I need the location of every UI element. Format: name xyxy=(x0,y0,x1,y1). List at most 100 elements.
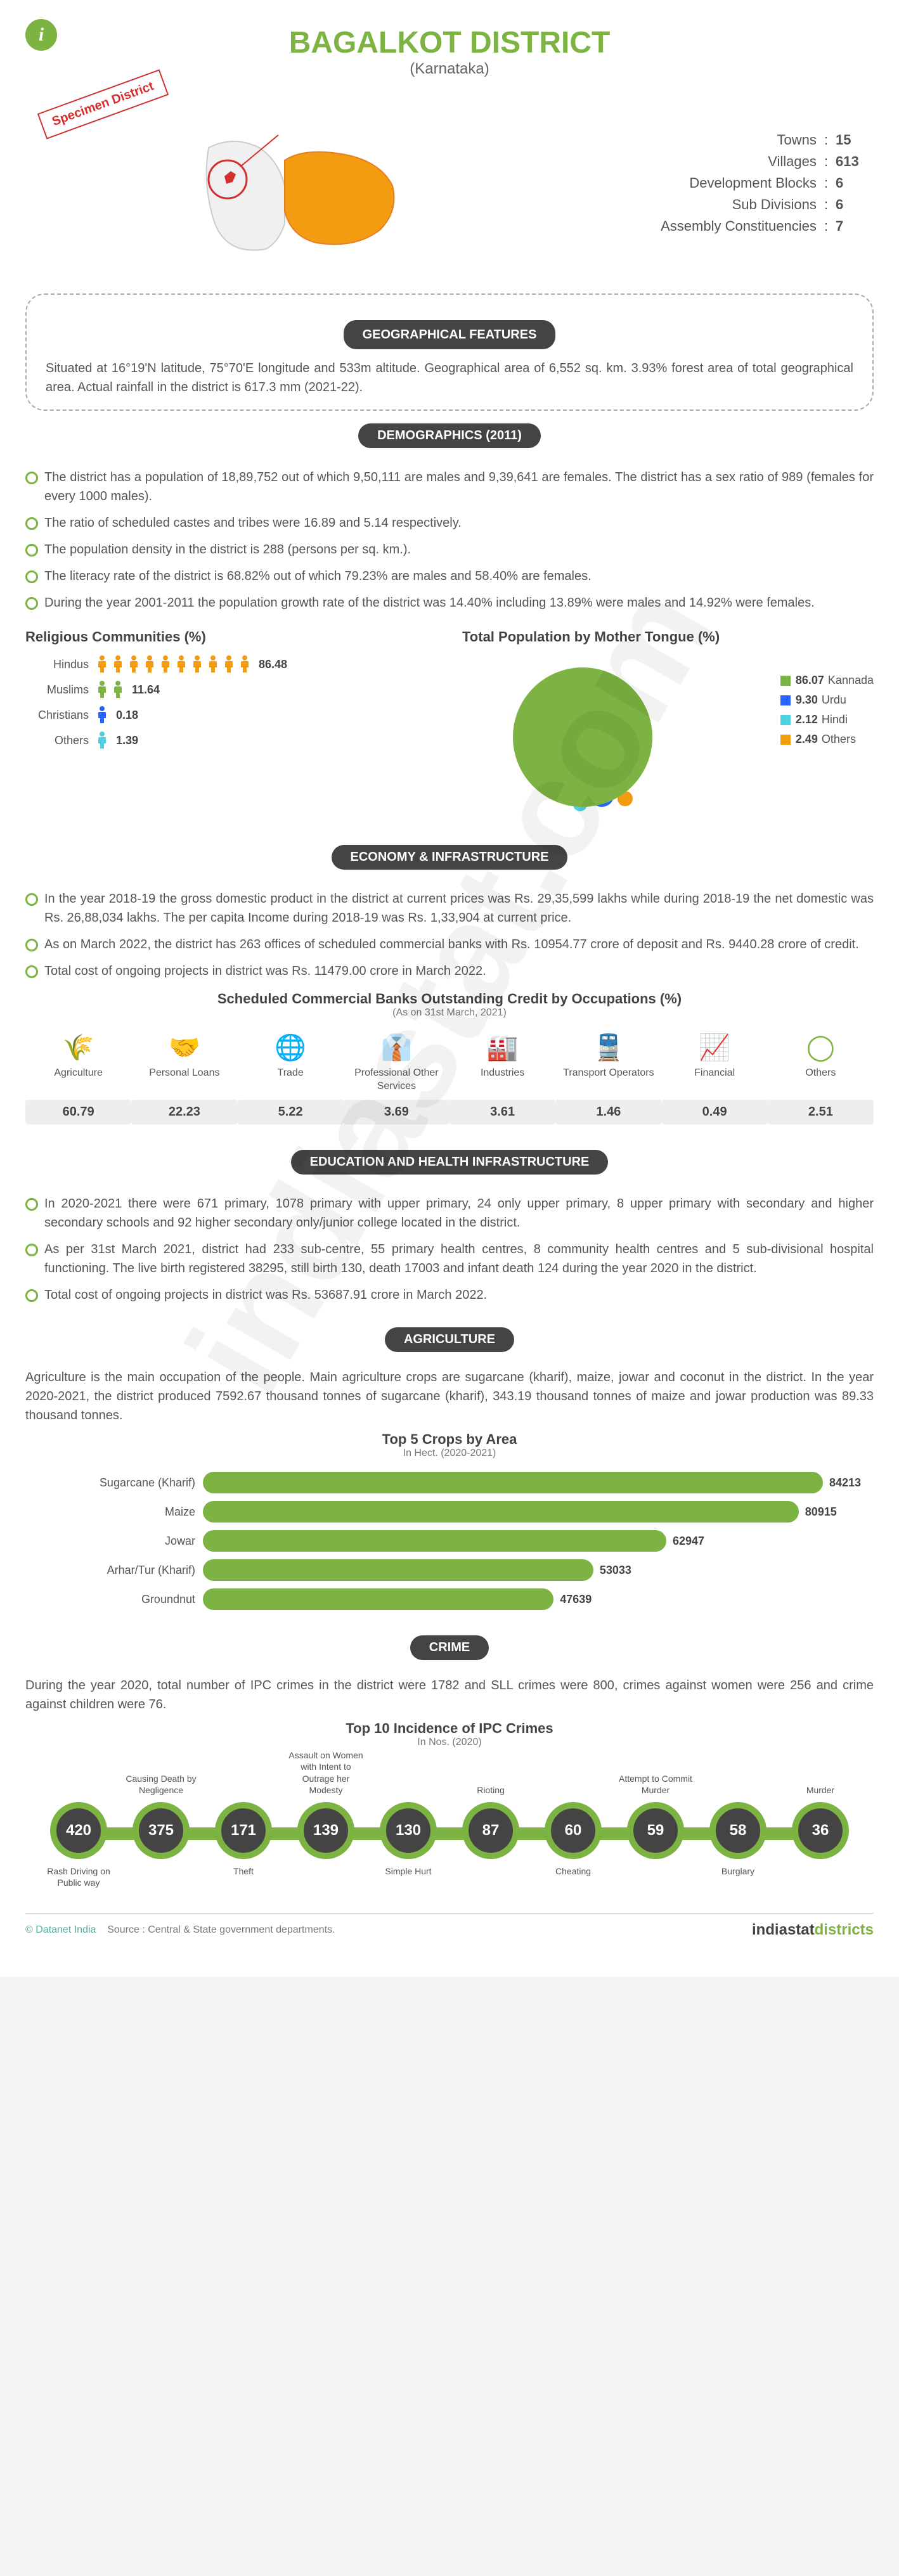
legend-pct: 9.30 xyxy=(796,693,818,707)
crop-value: 53033 xyxy=(600,1564,631,1577)
crop-row: Maize 80915 xyxy=(76,1501,823,1523)
legend-name: Others xyxy=(822,733,856,746)
occupation-icon: 🚆 xyxy=(555,1031,661,1063)
geo-box: GEOGRAPHICAL FEATURES Situated at 16°19'… xyxy=(25,293,874,411)
legend-swatch xyxy=(780,695,791,705)
legend-swatch xyxy=(780,676,791,686)
legend-name: Urdu xyxy=(822,693,846,707)
religion-value: 0.18 xyxy=(116,709,138,722)
occupation-item: 👔 Professional Other Services 3.69 xyxy=(344,1031,450,1124)
stat-value: 7 xyxy=(836,218,874,235)
religion-value: 1.39 xyxy=(116,734,138,747)
stat-row: Sub Divisions : 6 xyxy=(607,196,874,213)
brand-a: indiastat xyxy=(752,1921,815,1938)
occupation-label: Personal Loans xyxy=(131,1067,237,1095)
map-area: Specimen District xyxy=(25,97,582,274)
occupation-value: 2.51 xyxy=(768,1100,874,1124)
crime-label: Causing Death by Negligence xyxy=(120,1773,202,1796)
crime-chart-title: Top 10 Incidence of IPC Crimes xyxy=(25,1720,874,1737)
legend-name: Hindi xyxy=(822,713,848,726)
occupation-label: Professional Other Services xyxy=(344,1067,450,1095)
religion-title: Religious Communities (%) xyxy=(25,629,437,645)
religion-icons: 86.48 xyxy=(95,655,437,674)
religion-row: Others 1.39 xyxy=(25,731,437,750)
stats-list: Towns : 15 Villages : 613 Development Bl… xyxy=(607,132,874,240)
occupation-icon: 📈 xyxy=(662,1031,768,1063)
crime-item: Cheating 60 xyxy=(532,1802,614,1859)
occupation-label: Others xyxy=(768,1067,874,1095)
tongue-title: Total Population by Mother Tongue (%) xyxy=(462,629,874,645)
footer: © Datanet India Source : Central & State… xyxy=(25,1913,874,1939)
occupation-value: 60.79 xyxy=(25,1100,131,1124)
stat-value: 6 xyxy=(836,175,874,191)
crime-label: Cheating xyxy=(532,1865,614,1877)
footer-copyright[interactable]: © Datanet India xyxy=(25,1924,96,1935)
occupation-item: 🌾 Agriculture 60.79 xyxy=(25,1031,131,1124)
occupation-value: 3.69 xyxy=(344,1100,450,1124)
crop-row: Arhar/Tur (Kharif) 53033 xyxy=(76,1559,823,1581)
occupation-label: Industries xyxy=(450,1067,555,1095)
occupation-icon: 🤝 xyxy=(131,1031,237,1063)
crop-label: Sugarcane (Kharif) xyxy=(76,1476,203,1490)
crime-item: Burglary 58 xyxy=(697,1802,779,1859)
edu-header: EDUCATION AND HEALTH INFRASTRUCTURE xyxy=(291,1150,609,1175)
bullet: The district has a population of 18,89,7… xyxy=(25,464,874,510)
crop-bar xyxy=(203,1588,553,1610)
person-icon xyxy=(174,655,188,674)
econ-bullets: In the year 2018-19 the gross domestic p… xyxy=(25,886,874,984)
stat-row: Villages : 613 xyxy=(607,153,874,170)
bullet: The literacy rate of the district is 68.… xyxy=(25,563,874,589)
crime-value: 59 xyxy=(627,1802,684,1859)
geo-text: Situated at 16°19'N latitude, 75°70'E lo… xyxy=(46,359,853,397)
religion-icons: 0.18 xyxy=(95,705,437,724)
stat-row: Development Blocks : 6 xyxy=(607,175,874,191)
crime-label: Theft xyxy=(202,1865,285,1877)
crops-chart: Sugarcane (Kharif) 84213 Maize 80915 Jow… xyxy=(76,1472,823,1610)
person-icon xyxy=(127,655,141,674)
bullet: In the year 2018-19 the gross domestic p… xyxy=(25,886,874,931)
crime-label: Murder xyxy=(779,1784,862,1796)
crop-row: Sugarcane (Kharif) 84213 xyxy=(76,1472,823,1493)
crop-bar xyxy=(203,1501,799,1523)
bullet: As on March 2022, the district has 263 o… xyxy=(25,931,874,958)
stat-row: Towns : 15 xyxy=(607,132,874,148)
crop-bar-wrap: 53033 xyxy=(203,1559,823,1581)
bubble xyxy=(513,667,652,807)
footer-left: © Datanet India Source : Central & State… xyxy=(25,1924,335,1936)
occupation-item: 🌐 Trade 5.22 xyxy=(238,1031,344,1124)
crop-row: Groundnut 47639 xyxy=(76,1588,823,1610)
credit-title: Scheduled Commercial Banks Outstanding C… xyxy=(25,991,874,1007)
religion-value: 86.48 xyxy=(259,658,287,671)
crime-label: Simple Hurt xyxy=(367,1865,450,1877)
legend-item: 2.12 Hindi xyxy=(780,713,874,726)
religion-label: Others xyxy=(25,734,89,747)
edu-bullets: In 2020-2021 there were 671 primary, 107… xyxy=(25,1190,874,1308)
bullet: In 2020-2021 there were 671 primary, 107… xyxy=(25,1190,874,1236)
religion-label: Christians xyxy=(25,709,89,722)
legend-pct: 86.07 xyxy=(796,674,824,687)
crop-label: Groundnut xyxy=(76,1593,203,1606)
crop-bar-wrap: 47639 xyxy=(203,1588,823,1610)
legend-pct: 2.49 xyxy=(796,733,818,746)
crime-label: Attempt to Commit Murder xyxy=(614,1773,697,1796)
crop-value: 62947 xyxy=(673,1535,704,1548)
footer-brand: indiastatdistricts xyxy=(752,1921,874,1939)
crime-item: Simple Hurt 130 xyxy=(367,1802,450,1859)
person-icon xyxy=(95,680,109,699)
bullet: The population density in the district i… xyxy=(25,536,874,563)
crops-title: Top 5 Crops by Area xyxy=(25,1431,874,1448)
crime-label: Rash Driving on Public way xyxy=(37,1865,120,1888)
occupation-value: 5.22 xyxy=(238,1100,344,1124)
charts-row: Religious Communities (%) Hindus 86.48 M… xyxy=(25,629,874,820)
occupation-icon: 🌐 xyxy=(238,1031,344,1063)
bullet: During the year 2001-2011 the population… xyxy=(25,589,874,616)
person-icon xyxy=(111,655,125,674)
occupation-icon: 🏭 xyxy=(450,1031,555,1063)
stat-value: 15 xyxy=(836,132,874,148)
legend-swatch xyxy=(780,735,791,745)
crime-value: 171 xyxy=(215,1802,272,1859)
crop-bar-wrap: 80915 xyxy=(203,1501,823,1523)
person-icon xyxy=(158,655,172,674)
crime-value: 58 xyxy=(709,1802,766,1859)
district-title: BAGALKOT DISTRICT xyxy=(25,25,874,60)
